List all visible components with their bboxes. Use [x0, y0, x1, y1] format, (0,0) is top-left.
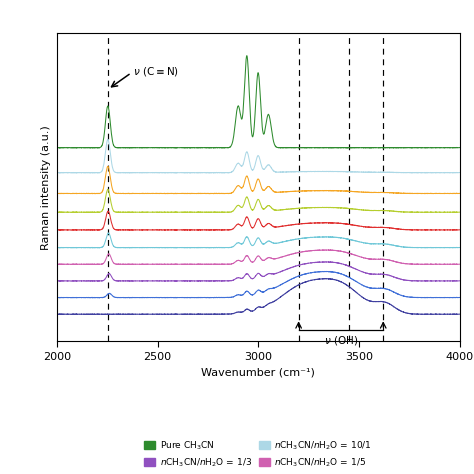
Text: $\nu$ (C$\equiv$N): $\nu$ (C$\equiv$N)	[133, 65, 179, 78]
Y-axis label: Raman intensity (a.u.): Raman intensity (a.u.)	[41, 125, 51, 250]
X-axis label: Wavenumber (cm⁻¹): Wavenumber (cm⁻¹)	[201, 367, 315, 377]
Legend: Pure CH$_3$CN, $n$CH$_3$CN/$n$H$_2$O = 1/3, $n$CH$_3$CN/$n$H$_2$O = 10/1, $n$CH$: Pure CH$_3$CN, $n$CH$_3$CN/$n$H$_2$O = 1…	[141, 436, 376, 472]
Text: $\nu$ (OH): $\nu$ (OH)	[324, 334, 358, 347]
